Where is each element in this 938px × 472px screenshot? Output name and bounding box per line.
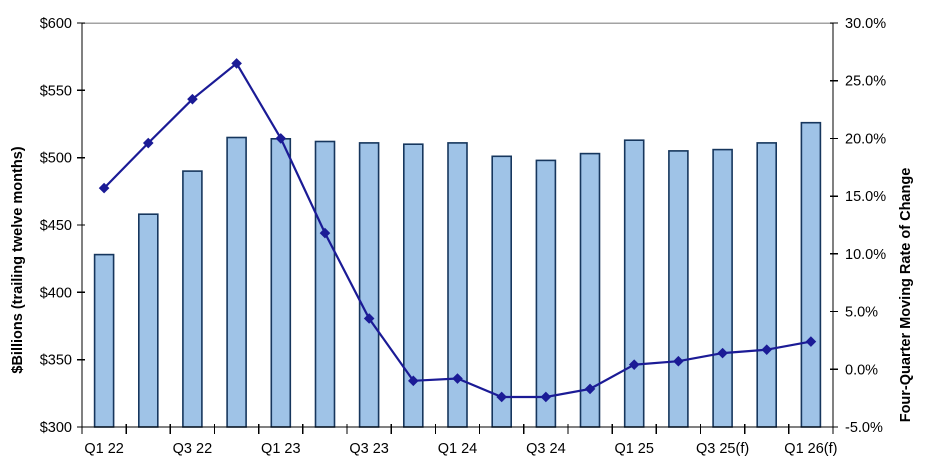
- bar-Q2 23: [314, 140, 336, 428]
- right-tick-label: -5.0%: [845, 420, 883, 436]
- left-axis-title: $Billions (trailing twelve months): [10, 146, 26, 374]
- line-point-Q4 22: [231, 58, 242, 69]
- left-tick-label: $300: [40, 420, 72, 436]
- bar-series: [93, 121, 822, 428]
- x-tick-label: Q1 22: [84, 441, 124, 457]
- bar-Q3 24: [535, 159, 557, 428]
- bar-Q4 22: [226, 136, 247, 428]
- tick-labels: $600 $550 $500 $450 $400 $350 $300 30.0% 25.0% 20…: [40, 16, 886, 457]
- bar-Q2 24: [491, 155, 513, 428]
- left-tick-label: $400: [40, 285, 72, 301]
- line-point-Q3 23: [363, 313, 375, 324]
- bar-Q1 25: [623, 139, 645, 428]
- line-point-Q3 25(f): [717, 347, 728, 359]
- line-point-Q1 22: [98, 182, 110, 194]
- right-tick-label: 10.0%: [845, 247, 886, 263]
- line-point-Q3 22: [187, 93, 198, 105]
- left-tick-label: $500: [40, 151, 72, 167]
- right-tick-label: 25.0%: [845, 74, 886, 90]
- left-tick-label: $350: [40, 353, 72, 369]
- right-tick-label: 15.0%: [845, 189, 886, 205]
- right-tick-label: 20.0%: [845, 131, 886, 147]
- right-tick-label: 30.0%: [845, 16, 886, 32]
- bar-Q1 23: [270, 138, 292, 428]
- x-tick-label: Q1 26(f): [784, 441, 837, 457]
- x-tick-label: Q3 25(f): [696, 441, 749, 457]
- axes: [77, 22, 838, 434]
- line-point-Q2 24: [496, 391, 507, 403]
- line-point-Q1 24: [452, 373, 463, 384]
- line-point-Q1 23: [275, 133, 287, 144]
- bar-Q4 25(f): [756, 142, 778, 428]
- right-tick-label: 5.0%: [845, 305, 878, 321]
- line-point-Q2 23: [319, 227, 331, 239]
- bar-Q2 22: [138, 213, 159, 428]
- bar-Q1 26(f): [800, 121, 822, 428]
- bar-Q2 25: [668, 150, 689, 428]
- left-tick-label: $450: [40, 218, 72, 234]
- x-tick-label: Q1 24: [438, 441, 478, 457]
- line-series: [98, 58, 817, 403]
- bar-Q3 25(f): [712, 148, 733, 428]
- bar-Q3 23: [358, 142, 380, 428]
- right-axis-title: Four-Quarter Moving Rate of Change: [898, 167, 914, 423]
- bar-Q3 22: [182, 170, 203, 428]
- x-tick-label: Q3 24: [526, 441, 566, 457]
- x-tick-label: Q3 23: [349, 441, 389, 457]
- line-point-Q4 24: [584, 383, 596, 395]
- bar-Q1 22: [93, 253, 115, 428]
- x-tick-label: Q1 23: [261, 441, 301, 457]
- line-point-Q1 26(f): [805, 336, 817, 347]
- line-point-Q4 23: [408, 375, 419, 387]
- line-point-Q3 24: [540, 391, 552, 403]
- left-tick-label: $550: [40, 83, 72, 99]
- bar-Q1 24: [447, 142, 468, 428]
- x-tick-label: Q1 25: [614, 441, 654, 457]
- line-point-Q2 25: [673, 355, 684, 367]
- right-tick-label: 0.0%: [845, 362, 878, 378]
- x-tick-label: Q3 22: [173, 441, 213, 457]
- line-point-Q1 25: [628, 359, 640, 370]
- line-point-Q2 22: [142, 137, 154, 149]
- line-point-Q4 25(f): [761, 344, 773, 355]
- left-tick-label: $600: [40, 16, 72, 32]
